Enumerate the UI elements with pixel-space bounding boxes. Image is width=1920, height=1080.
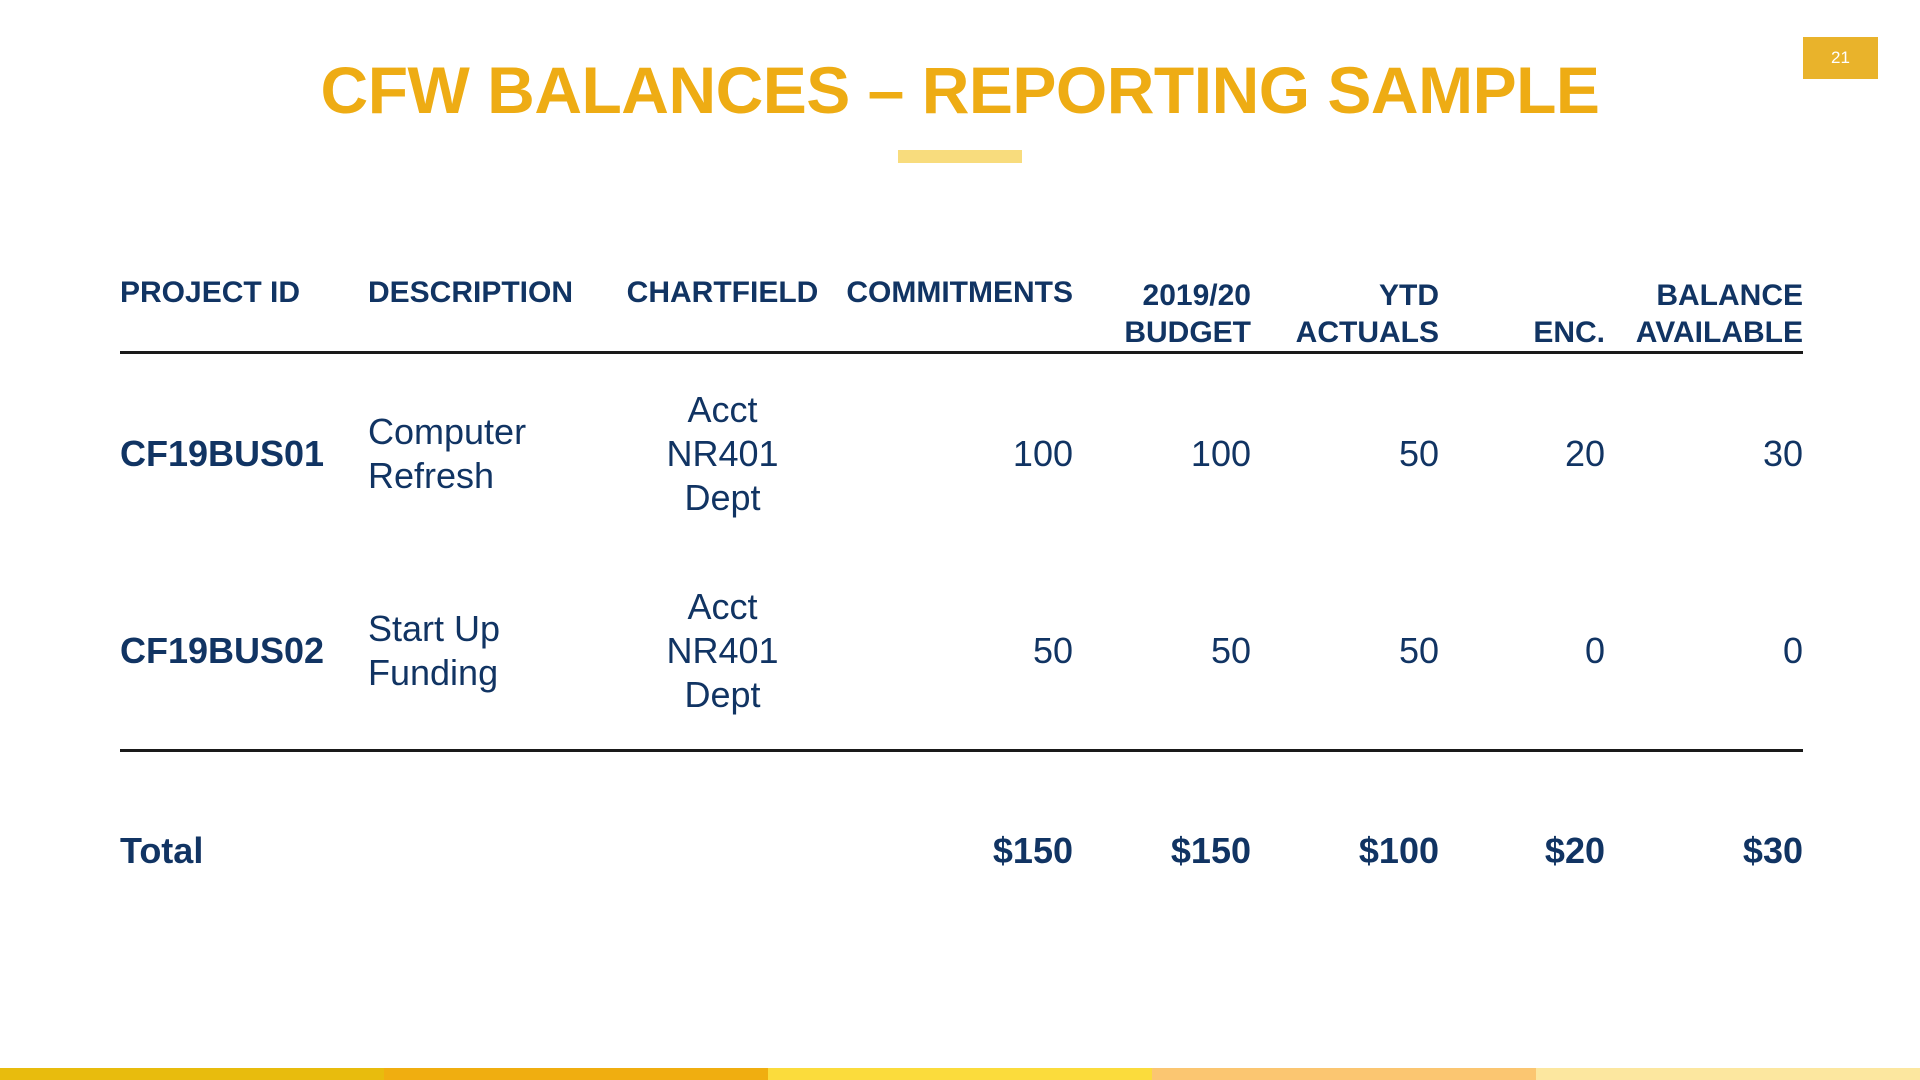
description-line: Computer xyxy=(368,410,527,452)
cell-project-id: CF19BUS01 xyxy=(120,432,325,474)
page-title: CFW BALANCES – REPORTING SAMPLE xyxy=(320,53,1600,127)
chartfield-line: NR401 xyxy=(666,432,779,474)
header-balance-available: BALANCE AVAILABLE xyxy=(1605,252,1803,352)
total-row: Total $150 $150 $100 $20 $30 xyxy=(120,750,1803,950)
header-ytd-line1: YTD xyxy=(1379,278,1439,312)
description-line: Refresh xyxy=(368,454,495,496)
chartfield-line: NR401 xyxy=(666,630,779,672)
footer-bar-segment xyxy=(1536,1068,1920,1080)
footer-bar-segment xyxy=(384,1068,768,1080)
header-ytd-line2: ACTUALS xyxy=(1295,315,1439,349)
header-enc-label: ENC. xyxy=(1533,315,1605,349)
footer-bar-segment xyxy=(768,1068,1152,1080)
cell-budget: 100 xyxy=(1190,432,1251,474)
page-number: 21 xyxy=(1831,48,1850,67)
cell-enc: 20 xyxy=(1564,432,1605,474)
header-description: DESCRIPTION xyxy=(368,275,574,309)
table-row: CF19BUS01 Computer Refresh Acct NR401 De… xyxy=(120,352,1803,554)
header-enc: ENC. xyxy=(1439,252,1605,352)
cell-commitments: 50 xyxy=(1032,630,1073,672)
header-ytd-actuals: YTD ACTUALS xyxy=(1251,252,1439,352)
total-commitments: $150 xyxy=(992,829,1073,871)
total-ytd-actuals: $100 xyxy=(1358,829,1439,871)
cell-description: Start Up Funding xyxy=(368,554,600,750)
title-accent-bar xyxy=(898,150,1022,163)
header-balance-line2: AVAILABLE xyxy=(1635,315,1803,349)
chartfield-line: Dept xyxy=(684,674,761,716)
total-balance-available: $30 xyxy=(1742,829,1803,871)
cell-ytd-actuals: 50 xyxy=(1398,432,1439,474)
chartfield-line: Dept xyxy=(684,476,761,518)
footer-bar xyxy=(0,1068,1920,1080)
cell-ytd-actuals: 50 xyxy=(1398,630,1439,672)
cell-enc: 0 xyxy=(1584,630,1605,672)
cell-description: Computer Refresh xyxy=(368,352,600,554)
description-line: Funding xyxy=(368,652,499,694)
cell-chartfield: Acct NR401 Dept xyxy=(600,352,845,554)
total-enc: $20 xyxy=(1544,829,1605,871)
cell-budget: 50 xyxy=(1210,630,1251,672)
cell-commitments: 100 xyxy=(1012,432,1073,474)
header-project-id: PROJECT ID xyxy=(120,275,301,309)
description-line: Start Up xyxy=(368,608,501,650)
total-label: Total xyxy=(120,829,204,871)
footer-bar-segment xyxy=(1152,1068,1536,1080)
cell-balance-available: 0 xyxy=(1782,630,1803,672)
header-commitments: COMMITMENTS xyxy=(846,275,1073,309)
balances-table-container: PROJECT ID DESCRIPTION CHARTFIELD COMMIT… xyxy=(120,252,1803,950)
chartfield-line: Acct xyxy=(687,388,758,430)
header-chartfield: CHARTFIELD xyxy=(626,275,819,309)
chartfield-line: Acct xyxy=(687,586,758,628)
cell-balance-available: 30 xyxy=(1762,432,1803,474)
header-budget-line1: 2019/20 xyxy=(1142,278,1251,312)
header-row: PROJECT ID DESCRIPTION CHARTFIELD COMMIT… xyxy=(120,252,1803,352)
table-row: CF19BUS02 Start Up Funding Acct NR401 De… xyxy=(120,554,1803,750)
cell-chartfield: Acct NR401 Dept xyxy=(600,554,845,750)
footer-bar-segment xyxy=(0,1068,384,1080)
header-balance-line1: BALANCE xyxy=(1656,278,1803,312)
page-number-badge: 21 xyxy=(1803,37,1878,79)
header-budget: 2019/20 BUDGET xyxy=(1073,252,1251,352)
cell-project-id: CF19BUS02 xyxy=(120,630,325,672)
balances-table: PROJECT ID DESCRIPTION CHARTFIELD COMMIT… xyxy=(120,252,1803,950)
total-budget: $150 xyxy=(1170,829,1251,871)
header-budget-line2: BUDGET xyxy=(1124,315,1251,349)
